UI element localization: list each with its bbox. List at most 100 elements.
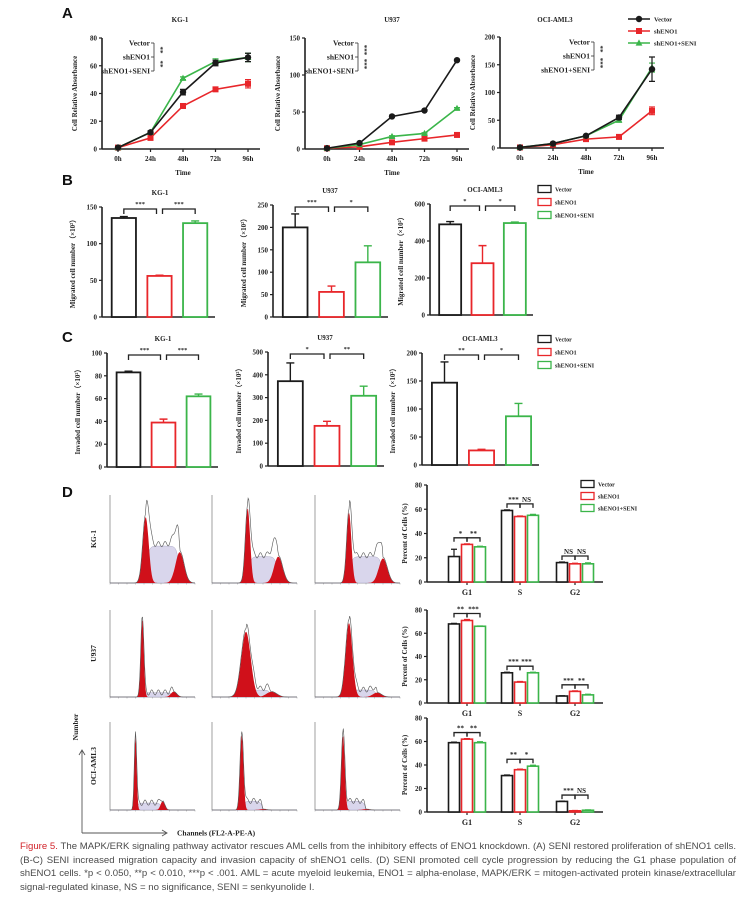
chart-B-KG-1: 0 50 100 150 KG-1 Migrated cell number（×10²） *… (69, 189, 215, 322)
legend-label-shENO1+SENI: shENO1+SENI (598, 507, 638, 513)
bar-Vector (438, 223, 463, 316)
histogram-axis-arrows (78, 749, 168, 837)
legend-marker (636, 28, 642, 34)
chart-y-tick-label: 60 (95, 395, 103, 403)
bar-shENO1-#e8262a (513, 515, 527, 583)
legend-label-Vector: Vector (555, 188, 572, 194)
legend-swatch (580, 479, 595, 489)
chart-y-tick-label: 100 (407, 406, 418, 414)
error-bar (359, 385, 368, 396)
sig-stars: NS (577, 548, 586, 556)
chart-y-tick-label: 60 (415, 630, 423, 638)
chart-y-tick-label: 60 (415, 738, 423, 746)
legend-marker (635, 15, 643, 23)
histogram-outline (110, 616, 195, 698)
error-bar (517, 768, 523, 770)
chart-y-tick-label: 20 (90, 118, 98, 126)
sig-bracket (294, 206, 330, 212)
sig-stars: ** (156, 61, 164, 69)
chart-y-tick-label: 60 (90, 62, 98, 70)
chart-title: KG-1 (152, 189, 169, 197)
error-bar (464, 618, 470, 621)
chart-y-tick-label: 150 (258, 246, 269, 254)
y-axis-label: Migrated cell number（×10²） (69, 216, 77, 308)
bar-shENO1-#e8262a (513, 768, 527, 813)
histogram-KG-1-1 (109, 495, 196, 585)
x-tick-label: 0h (323, 155, 331, 163)
sig-bracket (466, 537, 481, 542)
error-bar (286, 362, 295, 382)
sig-bracket (561, 555, 576, 560)
sig-stars: *** (563, 787, 574, 795)
bar-shENO1-#e8262a (568, 690, 582, 704)
legend-label-shENO1+SENI: shENO1+SENI (555, 214, 595, 220)
chart-y-tick-label: 60 (415, 506, 423, 514)
sig-stars: *** (563, 677, 574, 685)
y-axis-label: Cell Relative Absorbance (71, 56, 79, 131)
y-axis-label: Percent of Cells (%) (401, 734, 409, 795)
chart-A-OCI-AML3: 0 50 100 150 200 OCI-AML3 Cell Relative Absorb… (469, 16, 664, 176)
sig-group-label: Vector (569, 38, 591, 47)
error-bar (504, 671, 510, 673)
chart-y-tick-label: 80 (95, 372, 103, 380)
histogram-U937-2 (211, 610, 298, 699)
data-point-shENO1 (180, 102, 186, 109)
g2-peak (110, 691, 195, 697)
sig-stars: ** (596, 46, 604, 54)
x-tick-label: 24h (548, 154, 559, 162)
legend-swatch (537, 360, 552, 370)
chart-y-tick-label: 300 (253, 394, 264, 402)
chart-y-tick-label: 100 (87, 240, 98, 248)
chart-y-tick-label: 0 (492, 145, 496, 153)
sig-bracket (484, 205, 516, 211)
legend-label-shENO1+SENI: shENO1+SENI (654, 41, 697, 48)
bar-shENO1+SENI-#3bb54a (473, 741, 487, 813)
chart-y-tick-label: 80 (415, 482, 423, 490)
legend-swatch (537, 210, 552, 220)
bar-Vector (281, 226, 309, 318)
data-point-Vector (582, 132, 590, 139)
data-point-Vector (356, 139, 363, 147)
sig-bracket (506, 665, 521, 671)
error-bar (517, 515, 523, 517)
panel-label-A: A (62, 5, 73, 22)
y-axis-label: Invaded cell number（×10²） (389, 365, 397, 454)
chart-y-tick-label: 20 (415, 554, 423, 562)
chart-title: OCI-AML3 (462, 335, 498, 343)
error-bar (327, 285, 336, 292)
data-point-shENO1+SENI (421, 129, 428, 137)
bar-shENO1 (470, 262, 495, 316)
bar-shENO1+SENI (354, 261, 382, 318)
data-point-Vector (244, 54, 252, 61)
error-bar (464, 737, 470, 740)
figure-number: Figure 5. (20, 841, 58, 852)
chart-y-tick-label: 80 (415, 607, 423, 615)
chart-y-tick-label: 200 (415, 275, 426, 283)
error-bar (291, 213, 300, 228)
x-tick-label: 0h (516, 154, 524, 162)
error-bar (363, 245, 372, 263)
chart-y-tick-label: 40 (415, 762, 423, 770)
sig-stars: * (499, 198, 502, 205)
bar-shENO1+SENI-#3bb54a (473, 546, 487, 583)
g2-peak (315, 558, 400, 583)
legend-panel-B: Vector shENO1 shENO1+SENI (537, 184, 595, 220)
bar-shENO1 (150, 421, 177, 468)
chart-y-tick-label: 40 (95, 418, 103, 426)
histogram-x-axis-label: Channels (FL2-A-PE-A) (177, 829, 256, 838)
error-bar (464, 543, 470, 545)
x-axis-label: Time (175, 169, 190, 177)
sig-stars: * (525, 751, 529, 759)
sig-bracket (161, 208, 196, 214)
data-point-Vector (516, 144, 524, 151)
error-bar (504, 774, 510, 776)
legend-swatch (580, 491, 595, 501)
error-bar (517, 680, 523, 683)
sig-stars: ** (470, 725, 478, 733)
error-bar (514, 402, 523, 417)
bar-shENO1 (313, 424, 341, 467)
sig-stars: ** (578, 677, 586, 685)
bar-shENO1+SENI (505, 415, 532, 466)
error-bar (530, 671, 536, 673)
legend-label-Vector: Vector (654, 17, 672, 24)
